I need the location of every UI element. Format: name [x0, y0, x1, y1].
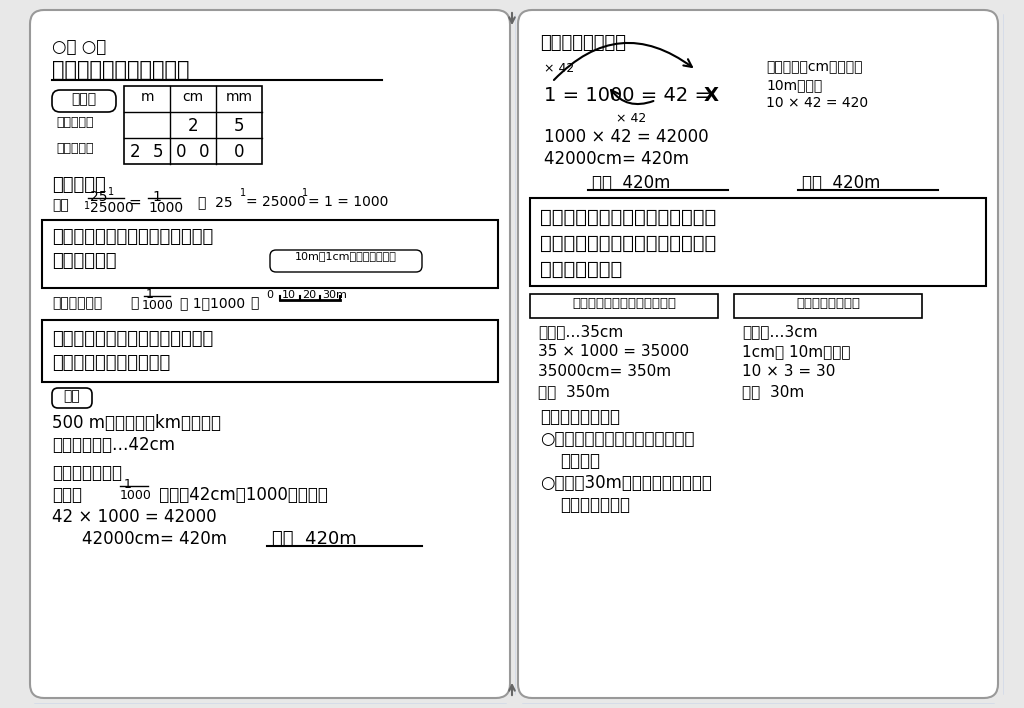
Text: 0: 0 [266, 290, 273, 300]
Text: 0: 0 [176, 143, 186, 161]
Text: = 25000: = 25000 [246, 195, 306, 209]
Text: 20: 20 [302, 290, 316, 300]
Text: 答え  30m: 答え 30m [742, 384, 804, 399]
Text: 30m: 30m [322, 290, 347, 300]
Text: かれば実際の長さは計算で求める: かれば実際の長さは計算で求める [540, 234, 716, 253]
Text: 縮尺という。: 縮尺という。 [52, 252, 117, 270]
Text: 〈友だちの考え〉: 〈友だちの考え〉 [540, 34, 626, 52]
Text: 5: 5 [153, 143, 163, 161]
Text: 縮めた割合: 縮めた割合 [52, 176, 105, 194]
FancyBboxPatch shape [52, 388, 92, 408]
Text: 1cmが 10mだから: 1cmが 10mだから [742, 344, 851, 359]
Text: 縮図を使って、学校から駅までの: 縮図を使って、学校から駅までの [52, 330, 213, 348]
Text: 地図上で１cmの長さは: 地図上で１cmの長さは [766, 60, 862, 74]
Text: 1000 × 42 = 42000: 1000 × 42 = 42000 [544, 128, 709, 146]
Text: × 42: × 42 [616, 112, 646, 125]
Text: 縮尺の表し方: 縮尺の表し方 [52, 296, 102, 310]
Text: 10mを1cmに縮めている。: 10mを1cmに縮めている。 [295, 251, 397, 261]
Text: 1: 1 [152, 190, 161, 204]
FancyArrowPatch shape [611, 90, 653, 104]
Text: × 42: × 42 [544, 62, 574, 75]
Text: プール: プール [72, 92, 96, 106]
Text: 地図上…3cm: 地図上…3cm [742, 324, 817, 339]
Text: 1000: 1000 [142, 299, 174, 312]
Text: ○月 ○日: ○月 ○日 [52, 38, 106, 56]
Text: cm: cm [182, 90, 204, 104]
Text: 「地図上の長さ」と「縮尺」がわ: 「地図上の長さ」と「縮尺」がわ [540, 208, 716, 227]
FancyBboxPatch shape [30, 10, 510, 698]
Text: 1: 1 [146, 288, 154, 301]
Text: 比  25: 比 25 [198, 195, 232, 209]
Text: 実際の長さを縮めた割合のことを: 実際の長さを縮めた割合のことを [52, 228, 213, 246]
Text: 0: 0 [233, 143, 245, 161]
Text: 分類: 分類 [52, 198, 69, 212]
Text: ㋒: ㋒ [250, 296, 258, 310]
Text: 〈自分の考え〉: 〈自分の考え〉 [52, 464, 122, 482]
Text: =: = [128, 195, 140, 210]
Bar [42, 320, 498, 382]
Text: 1 = 1000 = 42 =: 1 = 1000 = 42 = [544, 86, 717, 105]
Text: 1: 1 [84, 201, 90, 211]
Text: 地図上の長さ…42cm: 地図上の長さ…42cm [52, 436, 175, 454]
Text: だから42cmを1000倍する。: だから42cmを1000倍する。 [154, 486, 328, 504]
Text: 1: 1 [108, 187, 114, 197]
Text: 1: 1 [124, 478, 132, 491]
Text: 10 × 42 = 420: 10 × 42 = 420 [766, 96, 868, 110]
Text: X: X [705, 86, 719, 105]
Text: ○本当に30mあるのかたしかめて: ○本当に30mあるのかたしかめて [540, 474, 712, 492]
Text: m: m [140, 90, 154, 104]
FancyArrowPatch shape [554, 43, 692, 80]
Text: 答え  420m: 答え 420m [592, 174, 671, 192]
Text: 5: 5 [233, 117, 245, 135]
Text: 1: 1 [302, 188, 308, 198]
Text: 学校とそのまわりの縮図: 学校とそのまわりの縮図 [52, 60, 189, 80]
Text: 2: 2 [130, 143, 140, 161]
Text: 10 × 3 = 30: 10 × 3 = 30 [742, 364, 836, 379]
Text: 求めた。: 求めた。 [560, 452, 600, 470]
Text: 答え  350m: 答え 350m [538, 384, 610, 399]
Text: 10: 10 [282, 290, 296, 300]
Text: mm: mm [225, 90, 253, 104]
Text: = 1 = 1000: = 1 = 1000 [308, 195, 388, 209]
Text: ㋑ 1：1000: ㋑ 1：1000 [180, 296, 245, 310]
Text: ○縮図から計算で体育館の長さを: ○縮図から計算で体育館の長さを [540, 430, 694, 448]
Text: 42000cm= 420m: 42000cm= 420m [82, 530, 227, 548]
Text: 予想: 予想 [63, 389, 80, 403]
Text: 縮尺が: 縮尺が [52, 486, 82, 504]
Bar [530, 198, 986, 286]
Text: 体育館の長さは？: 体育館の長さは？ [796, 297, 860, 310]
Text: 42000cm= 420m: 42000cm= 420m [544, 150, 689, 168]
Text: 答え  420m: 答え 420m [802, 174, 881, 192]
Text: 42 × 1000 = 42000: 42 × 1000 = 42000 [52, 508, 217, 526]
Text: 25000: 25000 [90, 201, 134, 215]
Text: 2: 2 [187, 117, 199, 135]
Text: 35 × 1000 = 35000: 35 × 1000 = 35000 [538, 344, 689, 359]
Text: 25: 25 [90, 190, 108, 204]
Text: 〈友だちの考え〉: 〈友だちの考え〉 [540, 408, 620, 426]
Bar [734, 294, 922, 318]
Text: 答え  420m: 答え 420m [272, 530, 356, 548]
Text: 地図上…35cm: 地図上…35cm [538, 324, 624, 339]
Text: 実際の長さを求めよう。: 実際の長さを求めよう。 [52, 354, 170, 372]
Text: ことができる。: ことができる。 [540, 260, 623, 279]
FancyBboxPatch shape [52, 90, 116, 112]
Text: 実際の長さ: 実際の長さ [56, 142, 93, 155]
Text: 0: 0 [199, 143, 209, 161]
Text: みたくなった。: みたくなった。 [560, 496, 630, 514]
Bar [42, 220, 498, 288]
Text: 10mだから: 10mだから [766, 78, 822, 92]
Bar [124, 86, 262, 164]
Text: 1000: 1000 [120, 489, 152, 502]
Text: 1000: 1000 [148, 201, 183, 215]
Text: 1: 1 [240, 188, 246, 198]
FancyBboxPatch shape [518, 10, 998, 698]
Text: 500 mぐらい。１kmはない！: 500 mぐらい。１kmはない！ [52, 414, 221, 432]
Text: 地図の長さ: 地図の長さ [56, 116, 93, 129]
Text: 35000cm= 350m: 35000cm= 350m [538, 364, 671, 379]
Bar [530, 294, 718, 318]
Text: ㋐: ㋐ [130, 296, 138, 310]
FancyBboxPatch shape [270, 250, 422, 272]
Text: 学校から駅までのきょりは？: 学校から駅までのきょりは？ [572, 297, 676, 310]
